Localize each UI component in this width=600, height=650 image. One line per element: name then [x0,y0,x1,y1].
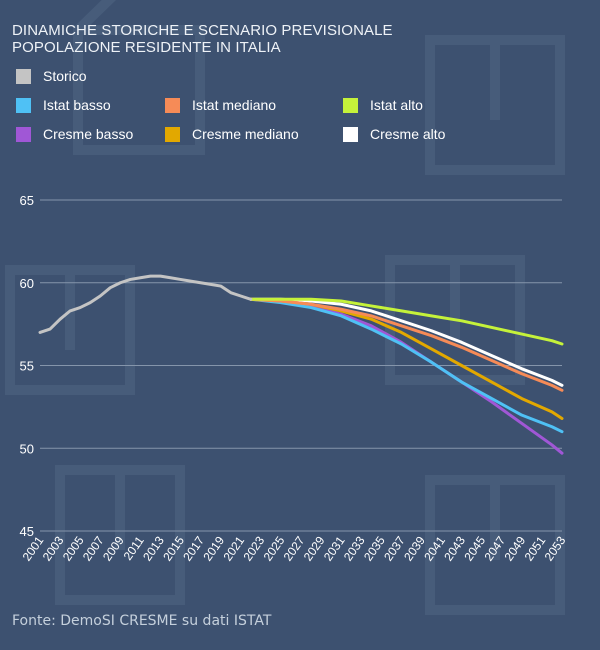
x-tick-label: 2045 [461,533,488,563]
legend-label: Istat alto [370,97,423,113]
legend-item-storico: Storico [16,68,87,84]
x-tick-label: 2007 [80,533,107,563]
y-tick-label: 65 [20,193,34,208]
legend-swatch [165,97,180,113]
legend-swatch [343,97,358,113]
x-tick-label: 2023 [241,533,268,563]
legend-item-istat-mediano: Istat mediano [165,97,276,113]
watermark-pattern [5,0,565,615]
x-tick-label: 2033 [341,533,368,563]
x-tick-label: 2025 [261,533,288,563]
x-tick-label: 2035 [361,533,388,563]
x-tick-label: 2047 [481,533,508,563]
legend-item-cresme-basso: Cresme basso [16,126,133,142]
legend-label: Storico [43,68,87,84]
source-note: Fonte: DemoSI CRESME su dati ISTAT [12,613,272,629]
x-tick-label: 2039 [401,533,428,563]
legend-swatch [16,68,31,84]
chart-title-line-2: POPOLAZIONE RESIDENTE IN ITALIA [12,39,281,56]
x-tick-label: 2037 [381,533,408,563]
x-tick-label: 2029 [301,533,328,563]
chart-title-line-1: DINAMICHE STORICHE E SCENARIO PREVISIONA… [12,22,393,39]
legend-label: Istat mediano [192,97,277,113]
series-line-istat-alto [249,297,564,346]
legend-swatch [165,126,180,142]
chart-title: DINAMICHE STORICHE E SCENARIO PREVISIONA… [12,22,393,56]
x-tick-label: 2027 [281,533,308,563]
series-line-istat-basso [249,297,564,434]
legend-label: Cresme mediano [192,126,299,142]
series-line-istat-mediano [249,297,564,392]
y-tick-label: 55 [20,359,34,374]
x-tick-label: 2013 [140,533,167,563]
x-tick-label: 2031 [321,533,348,563]
y-tick-label: 50 [20,441,34,456]
y-tick-label: 60 [20,276,34,291]
x-tick-label: 2019 [200,533,227,563]
y-tick-label: 45 [20,524,34,539]
legend-item-cresme-alto: Cresme alto [343,126,445,142]
x-tick-label: 2043 [441,533,468,563]
legend-swatch [343,126,358,142]
x-tick-label: 2049 [502,533,529,563]
legend-item-istat-alto: Istat alto [343,97,423,113]
x-tick-label: 2021 [220,533,247,563]
legend-label: Cresme alto [370,126,446,142]
legend-swatch [16,126,31,142]
legend-item-istat-basso: Istat basso [16,97,111,113]
x-tick-label: 2051 [522,533,549,563]
legend-item-cresme-mediano: Cresme mediano [165,126,299,142]
legend-swatch [16,97,31,113]
legend-label: Cresme basso [43,126,134,142]
legend-label: Istat basso [43,97,111,113]
series-line-storico [38,274,253,334]
